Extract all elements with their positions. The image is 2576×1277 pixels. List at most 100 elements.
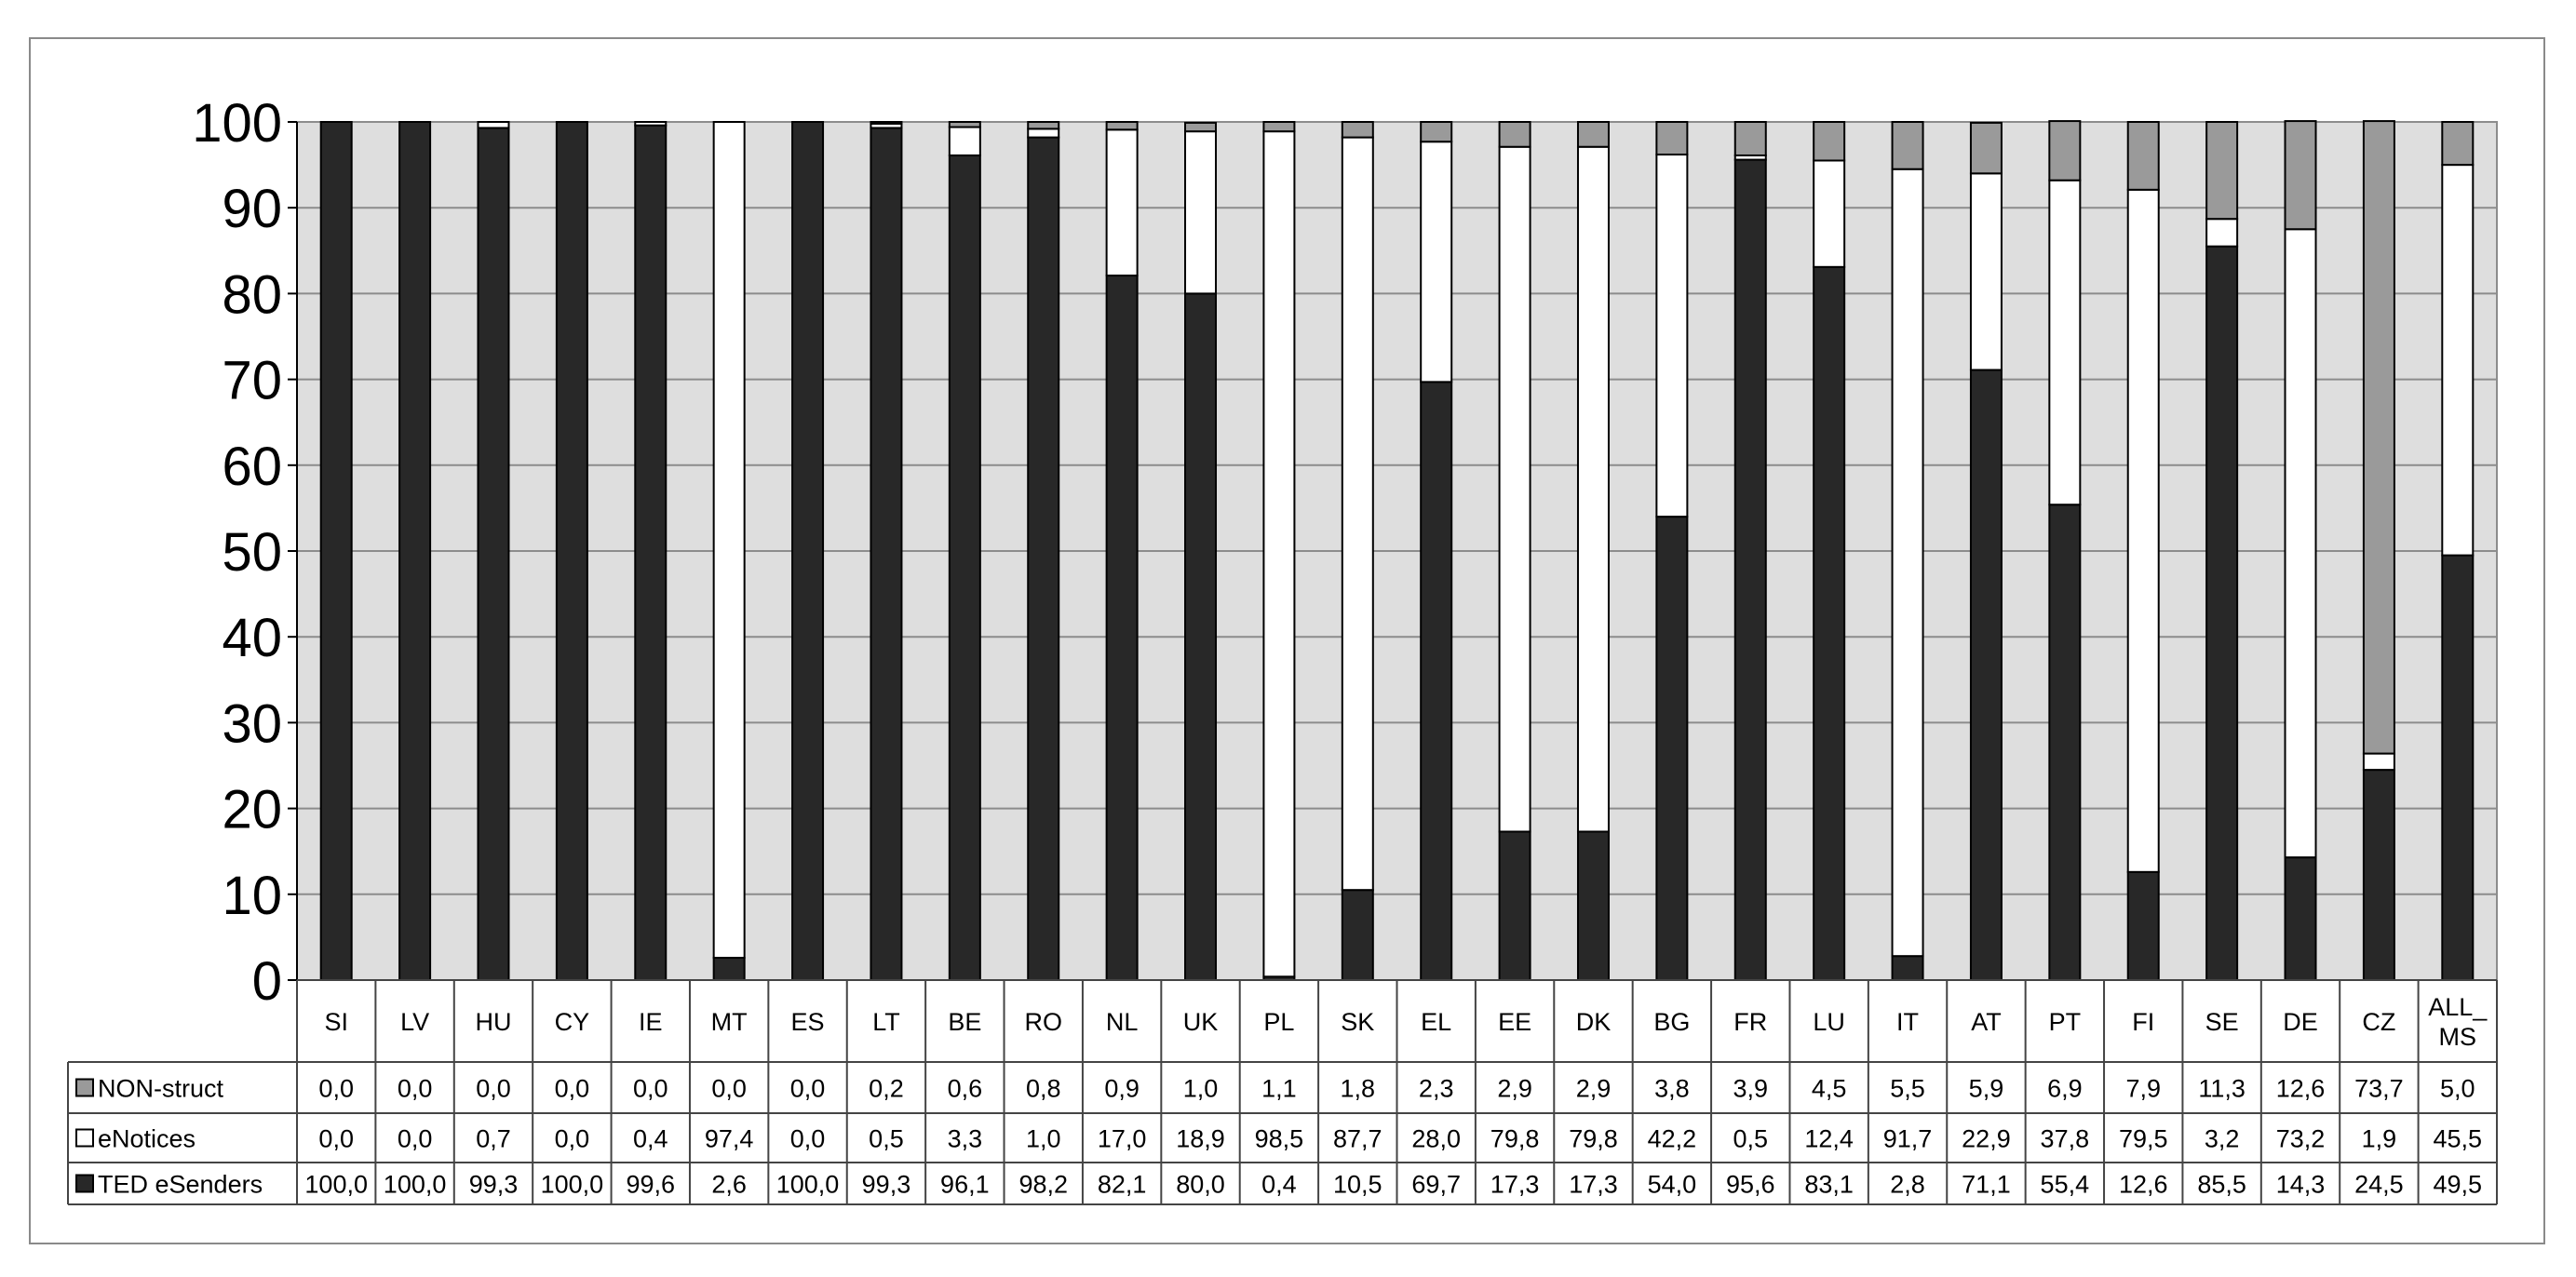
data-cell: 99,3 xyxy=(469,1171,519,1199)
data-cell: 95,6 xyxy=(1726,1171,1775,1199)
bar-segment-ted-esenders xyxy=(2126,870,2160,981)
data-cell: 96,1 xyxy=(940,1171,990,1199)
data-cell: 79,8 xyxy=(1490,1125,1540,1153)
bar-segment-ted-esenders xyxy=(1420,381,1453,981)
bar-segment-enotices xyxy=(1576,145,1610,833)
data-cell: 0,0 xyxy=(555,1075,590,1103)
data-cell: 7,9 xyxy=(2125,1075,2161,1103)
bar-segment-enotices xyxy=(1184,130,1218,295)
data-cell: 54,0 xyxy=(1648,1171,1697,1199)
category-label: NL xyxy=(1106,1008,1139,1036)
bar-segment-enotices xyxy=(1498,145,1531,833)
bar-segment-ted-esenders xyxy=(2048,504,2082,981)
category-label: BG xyxy=(1653,1008,1690,1036)
bar-segment-ted-esenders xyxy=(2441,554,2475,981)
data-cell: 87,7 xyxy=(1333,1125,1382,1153)
bar-segment-ted-esenders xyxy=(1341,889,1374,981)
category-label: DE xyxy=(2283,1008,2318,1036)
category-label: SI xyxy=(324,1008,348,1036)
bar-segment-non-struct xyxy=(1813,121,1846,162)
bar-segment-ted-esenders xyxy=(477,127,510,982)
data-cell: 37,8 xyxy=(2041,1125,2090,1153)
bar-segment-ted-esenders xyxy=(1498,830,1531,982)
data-cell: 24,5 xyxy=(2354,1171,2404,1199)
bar-segment-ted-esenders xyxy=(870,127,903,982)
bar-segment-ted-esenders xyxy=(2205,245,2239,981)
bar-segment-enotices xyxy=(1262,130,1296,978)
data-cell: 18,9 xyxy=(1176,1125,1225,1153)
bar-segment-enotices xyxy=(2441,164,2475,557)
data-cell: 0,0 xyxy=(711,1075,747,1103)
bar-segment-non-struct xyxy=(1341,121,1374,139)
data-cell: 98,5 xyxy=(1255,1125,1304,1153)
y-tick-label: 80 xyxy=(222,264,282,325)
data-cell: 83,1 xyxy=(1804,1171,1854,1199)
bar-segment-non-struct xyxy=(1184,121,1218,133)
data-cell: 71,1 xyxy=(1962,1171,2011,1199)
category-label: SK xyxy=(1341,1008,1374,1036)
data-cell: 1,0 xyxy=(1183,1075,1219,1103)
bar-segment-ted-esenders xyxy=(1733,158,1767,981)
category-label: UK xyxy=(1183,1008,1219,1036)
data-cell: 100,0 xyxy=(304,1171,368,1199)
bar-segment-ted-esenders xyxy=(2362,769,2395,981)
data-cell: 3,8 xyxy=(1654,1075,1690,1103)
bar-segment-enotices xyxy=(2048,179,2082,506)
category-label: EE xyxy=(1498,1008,1531,1036)
bar-segment-enotices xyxy=(1105,128,1139,277)
bar-segment-non-struct xyxy=(1420,121,1453,143)
bar-segment-enotices xyxy=(1655,154,1689,518)
bar-segment-ted-esenders xyxy=(1655,516,1689,981)
category-label: DK xyxy=(1576,1008,1612,1036)
data-cell: 0,7 xyxy=(476,1125,511,1153)
y-tick-label: 50 xyxy=(222,522,282,583)
data-cell: 14,3 xyxy=(2276,1171,2326,1199)
legend-key-enotices xyxy=(75,1128,94,1148)
data-cell: 1,9 xyxy=(2362,1125,2397,1153)
bar-segment-enotices xyxy=(948,126,981,156)
bar-segment-enotices xyxy=(1341,136,1374,892)
bar-segment-enotices xyxy=(2126,188,2160,873)
bar-segment-non-struct xyxy=(2441,121,2475,167)
data-cell: 17,0 xyxy=(1098,1125,1147,1153)
category-label: PL xyxy=(1263,1008,1294,1036)
y-tick-label: 70 xyxy=(222,351,282,411)
data-cell: 11,3 xyxy=(2198,1075,2246,1103)
data-cell: 100,0 xyxy=(384,1171,447,1199)
bar-segment-ted-esenders xyxy=(319,121,353,981)
data-cell: 3,9 xyxy=(1733,1075,1768,1103)
data-cell: 2,8 xyxy=(1890,1171,1925,1199)
data-cell: 49,5 xyxy=(2434,1171,2483,1199)
data-cell: 12,4 xyxy=(1804,1125,1854,1153)
category-label: LU xyxy=(1813,1008,1845,1036)
data-cell: 79,8 xyxy=(1569,1125,1618,1153)
category-label: IE xyxy=(639,1008,663,1036)
bar-segment-ted-esenders xyxy=(398,121,432,981)
data-cell: 73,2 xyxy=(2276,1125,2326,1153)
bar-segment-enotices xyxy=(1813,159,1846,268)
bar-segment-non-struct xyxy=(2205,121,2239,221)
data-cell: 0,0 xyxy=(633,1075,668,1103)
y-tick-label: 30 xyxy=(222,693,282,754)
bar-segment-ted-esenders xyxy=(791,121,825,981)
category-label: MT xyxy=(711,1008,748,1036)
legend-key-non-struct xyxy=(75,1078,94,1097)
data-cell: 0,5 xyxy=(1733,1125,1768,1153)
bar-segment-non-struct xyxy=(870,121,903,125)
data-cell: 2,3 xyxy=(1419,1075,1454,1103)
data-cell: 73,7 xyxy=(2354,1075,2404,1103)
category-label: CY xyxy=(555,1008,590,1036)
bar-segment-ted-esenders xyxy=(1813,265,1846,981)
data-cell: 5,5 xyxy=(1890,1075,1925,1103)
bar-segment-enotices xyxy=(1969,172,2003,371)
data-cell: 80,0 xyxy=(1176,1171,1225,1199)
y-tick-label: 10 xyxy=(222,866,282,926)
data-cell: 99,6 xyxy=(626,1171,675,1199)
data-cell: 0,2 xyxy=(869,1075,904,1103)
y-tick-label: 0 xyxy=(252,951,282,1012)
data-cell: 1,8 xyxy=(1341,1075,1376,1103)
data-cell: 5,0 xyxy=(2440,1075,2475,1103)
data-cell: 0,0 xyxy=(398,1075,433,1103)
bar-segment-non-struct xyxy=(1655,121,1689,156)
